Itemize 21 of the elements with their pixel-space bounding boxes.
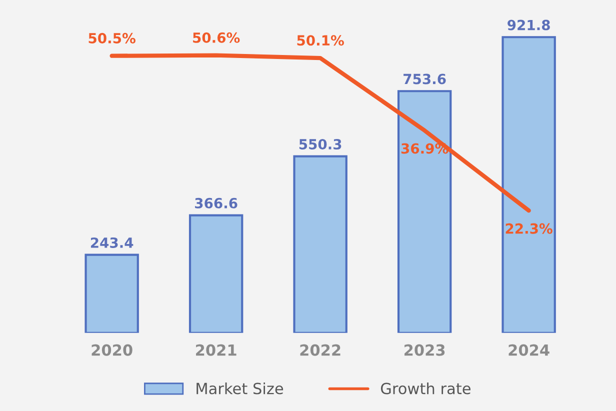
x-tick-label: 2024 [508, 344, 550, 356]
bar [293, 155, 348, 333]
data-label: 366.6 [195, 198, 238, 208]
data-label: 22.3% [506, 223, 552, 234]
data-label: 921.8 [508, 20, 550, 30]
bar [397, 90, 452, 333]
legend-label: Market Size [196, 382, 284, 394]
legend-label: Growth rate [380, 382, 470, 394]
data-label: 50.5% [88, 32, 136, 44]
x-tick-label: 2020 [92, 344, 132, 356]
data-label: 753.6 [404, 74, 446, 84]
bar [502, 36, 556, 333]
data-label: 50.1% [297, 35, 344, 46]
data-label: 50.6% [193, 32, 240, 43]
bar [188, 214, 244, 333]
bar [84, 254, 139, 333]
data-label: 243.4 [90, 237, 134, 248]
x-tick-label: 2023 [404, 344, 445, 356]
x-tick-label: 2022 [300, 344, 340, 356]
data-label: 550.3 [299, 138, 342, 150]
x-tick-label: 2021 [196, 344, 236, 356]
